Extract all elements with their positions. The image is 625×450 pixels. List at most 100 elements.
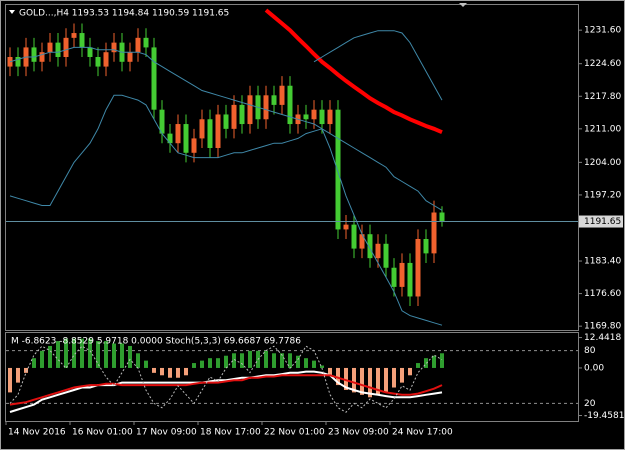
candle-body — [55, 42, 61, 57]
candle-body — [159, 109, 165, 134]
histogram-bar — [192, 363, 196, 368]
candle-body — [47, 42, 53, 53]
candle-body — [207, 119, 213, 148]
histogram-bar — [80, 338, 84, 368]
candle-body — [231, 104, 237, 129]
candle-body — [399, 262, 405, 287]
histogram-bar — [160, 367, 164, 376]
candle-body — [311, 109, 317, 120]
histogram-bar — [64, 338, 68, 368]
histogram-bar — [320, 365, 324, 368]
candle-body — [423, 238, 429, 254]
candle-body — [95, 56, 101, 67]
chart-title: GOLD...,H4 1193.53 1194.84 1190.59 1191.… — [19, 9, 229, 19]
y-tick-label: 1176.60 — [584, 289, 621, 299]
histogram-bar — [8, 367, 12, 393]
candle-body — [375, 243, 381, 259]
candle-body — [431, 212, 437, 254]
histogram-bar — [432, 355, 436, 368]
x-tick-label: 24 Nov 17:00 — [392, 428, 453, 438]
histogram-bar — [304, 358, 308, 368]
candle-body — [319, 109, 325, 125]
y-tick-label: 0.00 — [584, 363, 604, 373]
histogram-bar — [352, 367, 356, 393]
candle-body — [15, 56, 21, 67]
y-tick-label: 1183.40 — [584, 257, 621, 267]
candle-body — [439, 212, 445, 222]
candle-body — [223, 114, 229, 129]
y-tick-label: 1197.20 — [584, 190, 621, 200]
histogram-bar — [120, 343, 124, 368]
y-tick-label: 1217.80 — [584, 92, 621, 102]
candle-body — [367, 234, 373, 259]
candle-body — [175, 124, 181, 144]
histogram-bar — [248, 350, 252, 368]
candle-body — [143, 37, 149, 48]
histogram-bar — [416, 363, 420, 368]
histogram-bar — [88, 338, 92, 368]
candle-body — [191, 138, 197, 153]
indicator-line — [9, 345, 443, 413]
histogram-bar — [344, 367, 348, 390]
histogram-bar — [48, 345, 52, 368]
candle-body — [383, 243, 389, 268]
y-tick-label: 12.4418 — [584, 333, 621, 343]
histogram-bar — [32, 358, 36, 368]
indicator-line — [9, 374, 443, 406]
candle-body — [335, 109, 341, 230]
y2-tick-label: 80 — [584, 346, 596, 356]
y-tick-label: -19.4581 — [584, 411, 624, 421]
histogram-bar — [440, 353, 444, 368]
y-tick-label: 1224.60 — [584, 59, 621, 69]
x-tick-label: 22 Nov 01:00 — [264, 428, 325, 438]
indicator-title: M -6.8623 -8.8529 5.9718 0.0000 Stoch(5,… — [11, 337, 301, 347]
histogram-bar — [264, 350, 268, 368]
scroll-arrow[interactable] — [459, 3, 467, 7]
overlay-line — [9, 94, 443, 326]
histogram-bar — [152, 367, 156, 373]
histogram-bar — [96, 341, 100, 368]
histogram-bar — [336, 367, 340, 386]
candle-body — [135, 37, 141, 53]
histogram-bar — [360, 367, 364, 395]
histogram-bar — [112, 343, 116, 368]
x-tick-label: 17 Nov 09:00 — [136, 428, 197, 438]
candle-body — [127, 52, 133, 62]
candle-body — [111, 42, 117, 53]
y2-tick-label: 20 — [584, 399, 596, 409]
candle-body — [407, 262, 413, 297]
candle-body — [151, 47, 157, 110]
candle-body — [391, 267, 397, 287]
histogram-bar — [272, 353, 276, 368]
histogram-bar — [144, 360, 148, 368]
menu-arrow[interactable] — [9, 10, 15, 14]
candle-body — [351, 224, 357, 249]
candle-body — [287, 85, 293, 125]
indicator-line — [9, 370, 443, 413]
histogram-bar — [136, 353, 140, 368]
histogram-bar — [408, 367, 412, 376]
histogram-bar — [368, 367, 372, 398]
histogram-bar — [296, 355, 300, 368]
histogram-bar — [400, 367, 404, 383]
candle-body — [63, 37, 69, 57]
histogram-bar — [216, 358, 220, 368]
overlay-line — [264, 8, 443, 135]
candle-body — [263, 95, 269, 120]
y-tick-label: 1169.80 — [584, 322, 621, 332]
candle-body — [239, 104, 245, 125]
candle-body — [415, 238, 421, 297]
histogram-bar — [40, 350, 44, 368]
histogram-bar — [424, 358, 428, 368]
candle-body — [103, 52, 109, 67]
candle-body — [39, 52, 45, 62]
last-price-box — [579, 215, 623, 228]
last-price-label: 1191.65 — [584, 217, 621, 227]
histogram-bar — [328, 367, 332, 376]
candle-body — [167, 133, 173, 144]
x-tick-label: 23 Nov 09:00 — [328, 428, 389, 438]
candle-body — [359, 234, 365, 249]
histogram-bar — [224, 355, 228, 368]
candle-body — [71, 33, 77, 38]
candle-body — [199, 119, 205, 139]
